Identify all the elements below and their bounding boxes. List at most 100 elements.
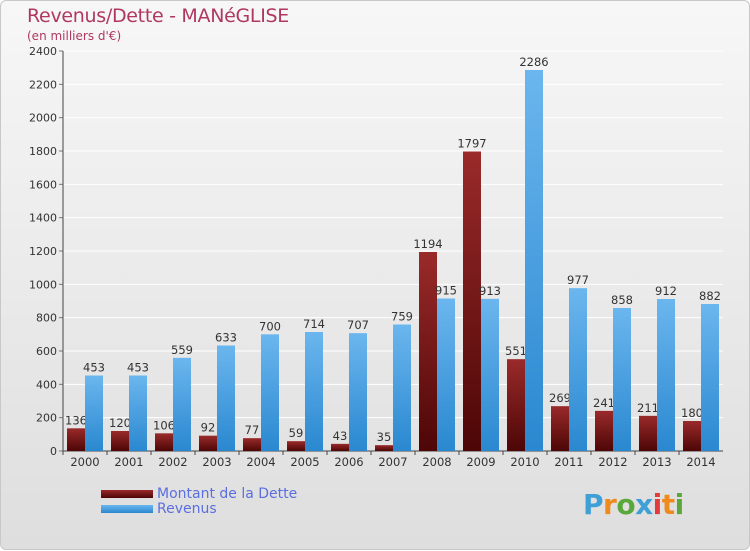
bar-revenus	[613, 308, 631, 451]
y-tick-label: 1600	[29, 178, 57, 191]
logo-letter: i	[674, 488, 685, 521]
bar-dette	[199, 435, 217, 451]
data-label-revenus: 714	[303, 317, 325, 331]
data-label-dette: 180	[681, 406, 703, 420]
bar-dette	[463, 151, 481, 451]
legend-swatch-revenus	[101, 504, 153, 513]
x-tick-label: 2009	[466, 455, 495, 469]
bar-dette	[419, 252, 437, 451]
data-label-revenus: 2286	[519, 55, 548, 69]
y-tick-label: 800	[36, 312, 57, 325]
x-tick-label: 2001	[114, 455, 143, 469]
data-label-dette: 1194	[413, 237, 442, 251]
bar-revenus	[525, 70, 543, 451]
bar-revenus	[393, 324, 411, 451]
legend-label-dette: Montant de la Dette	[157, 485, 298, 502]
bar-dette	[639, 415, 657, 451]
y-tick-label: 1000	[29, 278, 57, 291]
data-label-revenus: 759	[391, 310, 413, 324]
data-label-revenus: 977	[567, 273, 589, 287]
data-label-dette: 77	[245, 423, 260, 437]
x-tick-label: 2008	[422, 455, 451, 469]
y-tick-label: 1200	[29, 245, 57, 258]
bar-dette	[155, 433, 173, 451]
data-label-dette: 241	[593, 396, 615, 410]
bar-revenus	[261, 334, 279, 451]
logo-letter: t	[661, 488, 675, 521]
bar-dette	[331, 443, 349, 451]
x-tick-label: 2005	[290, 455, 319, 469]
x-tick-label: 2002	[158, 455, 187, 469]
x-tick-label: 2010	[510, 455, 539, 469]
bar-dette	[111, 431, 129, 451]
data-label-dette: 211	[637, 401, 659, 415]
bar-dette	[287, 441, 305, 451]
proxiti-logo[interactable]: Proxiti	[583, 488, 684, 521]
bar-revenus	[173, 357, 191, 451]
bar-revenus	[85, 375, 103, 451]
logo-letter: o	[616, 488, 636, 521]
bar-dette	[243, 438, 261, 451]
bar-revenus	[217, 345, 235, 451]
y-tick-label: 200	[36, 412, 57, 425]
chart-subtitle: (en milliers d'€)	[27, 29, 122, 43]
data-label-dette: 120	[109, 416, 131, 430]
x-tick-label: 2011	[554, 455, 583, 469]
y-tick-label: 2000	[29, 112, 57, 125]
bar-revenus	[305, 332, 323, 451]
chart-title: Revenus/Dette - MANéGLISE	[27, 5, 289, 27]
y-tick-label: 2400	[29, 45, 57, 58]
data-label-dette: 43	[333, 429, 348, 443]
data-label-dette: 106	[153, 418, 175, 432]
bar-dette	[551, 406, 569, 451]
data-label-revenus: 700	[259, 319, 281, 333]
bar-dette	[683, 421, 701, 451]
data-label-revenus: 453	[83, 361, 105, 375]
legend-item-dette: Montant de la Dette	[101, 485, 298, 502]
data-label-revenus: 453	[127, 361, 149, 375]
legend-label-revenus: Revenus	[157, 500, 217, 517]
y-tick-label: 0	[50, 445, 57, 458]
legend-swatch-dette	[101, 489, 153, 498]
bar-revenus	[481, 298, 499, 451]
data-label-dette: 92	[201, 421, 216, 435]
y-tick-label: 1400	[29, 212, 57, 225]
x-tick-label: 2013	[642, 455, 671, 469]
data-label-revenus: 915	[435, 284, 457, 298]
data-label-revenus: 707	[347, 318, 369, 332]
bar-dette	[375, 445, 393, 451]
bar-revenus	[437, 298, 455, 451]
x-tick-label: 2007	[378, 455, 407, 469]
x-tick-label: 2006	[334, 455, 363, 469]
legend-item-revenus: Revenus	[101, 500, 297, 517]
x-tick-label: 2014	[686, 455, 715, 469]
bar-dette	[67, 428, 85, 451]
bar-dette	[507, 359, 525, 451]
x-tick-label: 2004	[246, 455, 275, 469]
logo-letter: P	[583, 488, 604, 521]
data-label-revenus: 559	[171, 343, 193, 357]
bar-revenus	[701, 304, 719, 451]
data-label-dette: 35	[377, 430, 392, 444]
x-tick-label: 2000	[70, 455, 99, 469]
x-tick-label: 2003	[202, 455, 231, 469]
bar-dette	[595, 410, 613, 451]
legend: Montant de la Dette Revenus	[101, 485, 298, 517]
data-label-dette: 269	[549, 391, 571, 405]
data-label-revenus: 633	[215, 331, 237, 345]
data-label-revenus: 882	[699, 289, 721, 303]
y-tick-label: 600	[36, 345, 57, 358]
bar-revenus	[129, 375, 147, 451]
y-tick-label: 2200	[29, 78, 57, 91]
bar-revenus	[569, 288, 587, 451]
logo-letter: r	[603, 488, 617, 521]
data-label-dette: 59	[289, 426, 304, 440]
x-tick-label: 2012	[598, 455, 627, 469]
y-tick-label: 1800	[29, 145, 57, 158]
bar-revenus	[657, 299, 675, 451]
data-label-dette: 551	[505, 344, 527, 358]
data-label-revenus: 858	[611, 293, 633, 307]
data-label-revenus: 913	[479, 284, 501, 298]
